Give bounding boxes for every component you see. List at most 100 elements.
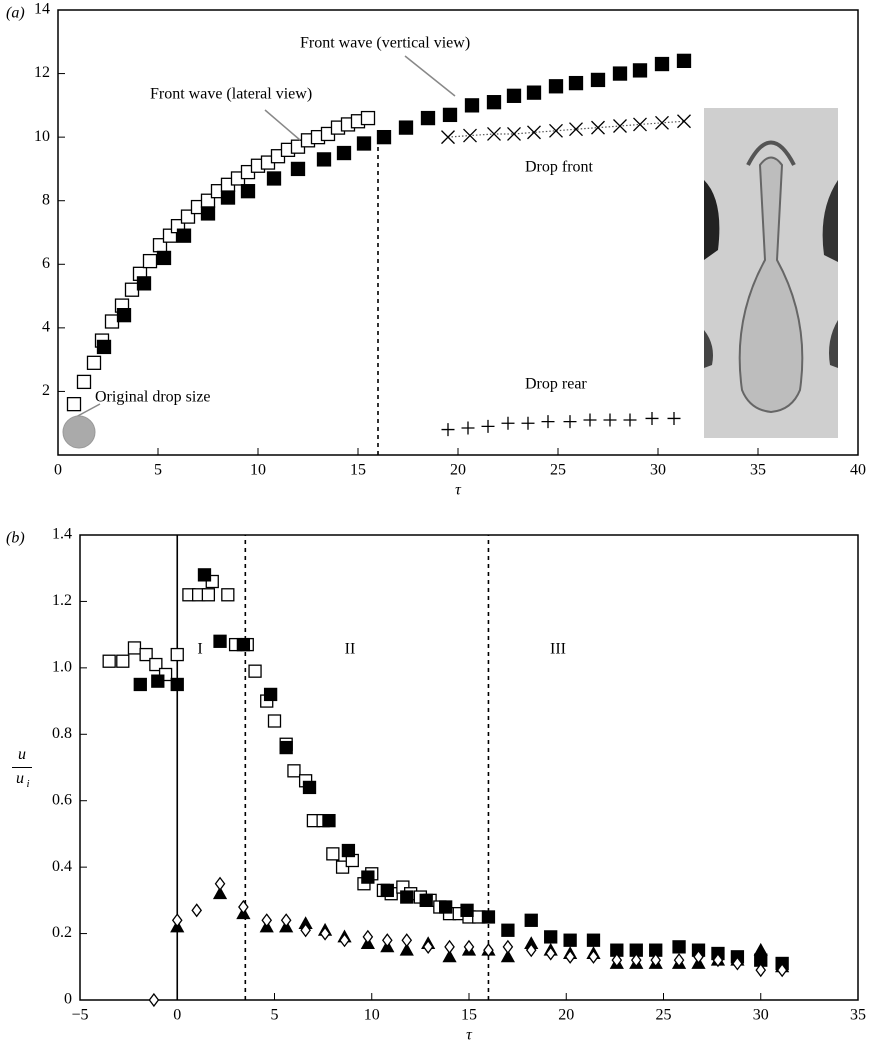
marker [261,913,273,928]
marker [300,923,311,938]
marker [548,79,564,94]
marker [127,641,142,655]
inset-photo [704,108,838,438]
marker [527,125,541,140]
x-tick-label: 30 [650,462,666,479]
x-tick-label: 20 [558,1007,574,1024]
marker [645,411,659,425]
marker [464,98,480,113]
marker [612,66,628,81]
marker [563,415,577,429]
marker [481,910,496,924]
marker [420,110,436,126]
marker [563,933,577,947]
marker [156,250,172,266]
y-tick-label: 10 [34,128,50,145]
x-tick-label: 0 [54,462,62,479]
marker [401,933,413,948]
marker [501,923,515,937]
marker [102,654,116,668]
marker [654,56,670,72]
marker [240,184,256,199]
marker [502,939,514,954]
x-tick-label: 10 [364,1007,380,1024]
photo-drop [738,156,804,414]
original-drop [62,415,96,449]
marker [336,145,352,161]
marker [380,883,394,898]
marker [279,740,293,755]
y-tick-label: 2 [42,382,50,399]
marker [524,913,538,927]
marker [398,120,414,135]
marker [221,588,235,602]
marker [544,930,558,944]
y-label-subscript: i [26,778,29,790]
marker [236,637,251,652]
y-tick-label: 1.0 [52,659,72,676]
marker [442,949,457,963]
marker [586,933,601,947]
marker [267,714,282,728]
series-annotation: Front wave (vertical view) [300,35,470,52]
marker [483,943,494,958]
marker [116,654,130,668]
marker [213,634,227,648]
marker [650,953,662,968]
x-tick-label: 35 [850,1007,866,1024]
marker [171,913,183,928]
marker [569,122,583,137]
photo-shadow [704,330,713,368]
marker [201,588,216,602]
marker [341,843,356,858]
marker [633,117,647,132]
marker [441,130,455,145]
marker [591,120,605,135]
photo-shadow [822,180,838,262]
marker [611,953,623,968]
annotation-leader [404,55,456,97]
plot-frame [79,534,859,1001]
marker [419,893,433,908]
panel-label: (a) [6,5,25,22]
marker [481,419,495,433]
x-axis-label: τ [466,1027,473,1043]
marker [501,416,515,430]
marker [280,913,292,928]
marker [322,813,336,828]
marker [66,396,82,412]
marker [439,900,453,914]
marker [487,127,501,141]
marker [613,119,627,133]
marker [583,413,597,427]
x-tick-label: 25 [550,462,566,479]
annotation: III [550,641,566,658]
marker [139,647,153,662]
y-tick-label: 1.4 [52,526,72,543]
x-tick-label: 35 [750,462,766,479]
marker [623,413,637,427]
marker [142,253,158,269]
marker [86,355,102,370]
marker [220,190,236,205]
marker [655,115,669,130]
series-annotation: Drop front [525,159,594,176]
marker [460,903,474,917]
marker [676,53,692,69]
annotation: II [345,641,356,658]
marker [672,940,686,954]
marker [755,963,767,978]
marker [564,949,576,964]
marker [360,110,376,126]
marker [399,942,414,956]
marker [588,949,599,964]
y-label-numerator: u [18,746,26,763]
y-tick-label: 0.4 [52,858,72,875]
marker [197,568,212,582]
photo-shadow [829,320,838,368]
photo-shadow [704,180,720,260]
y-tick-label: 6 [42,255,50,272]
marker [170,677,184,692]
y-tick-label: 12 [34,64,50,81]
